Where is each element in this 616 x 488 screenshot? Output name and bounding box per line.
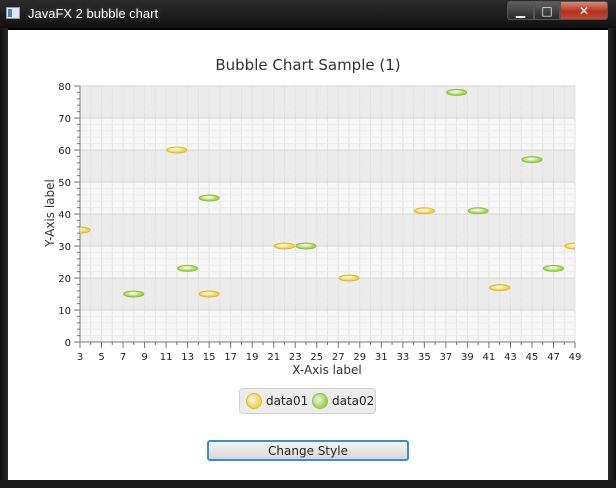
bubble-data01 — [338, 274, 360, 282]
x-tick-label: 39 — [461, 352, 474, 363]
bubble-data02 — [295, 242, 317, 250]
bubble-data01 — [489, 284, 511, 292]
legend-item-data01: data01 — [246, 393, 308, 409]
x-tick-label: 11 — [160, 352, 173, 363]
x-tick-label: 33 — [396, 352, 409, 363]
bubble-data01 — [564, 242, 575, 250]
window-frame-left — [0, 28, 8, 488]
bubble-data01 — [80, 226, 91, 234]
x-tick-label: 45 — [526, 352, 539, 363]
window-content: Bubble Chart Sample (1) 0 10 20 30 40 50 60 70 8… — [8, 30, 608, 480]
y-tick-label: 80 — [58, 82, 71, 93]
y-tick-label: 30 — [58, 242, 71, 253]
x-axis-label: X-Axis label — [292, 363, 361, 377]
x-tick-label: 3 — [77, 352, 83, 363]
x-tick-label: 17 — [224, 352, 237, 363]
close-button[interactable]: ✕ — [560, 1, 608, 20]
x-tick-label: 7 — [120, 352, 126, 363]
bubble-data02 — [177, 264, 199, 272]
legend-label: data01 — [266, 394, 309, 408]
x-tick-label: 5 — [98, 352, 104, 363]
bubble-data01 — [198, 290, 220, 298]
x-tick-label: 47 — [547, 352, 560, 363]
x-tick-label: 13 — [181, 352, 194, 363]
bubble-data02 — [467, 207, 489, 215]
legend-symbol-data02 — [312, 393, 328, 409]
x-tick-label: 9 — [141, 352, 147, 363]
minimize-button[interactable]: ▁ — [507, 1, 534, 20]
x-tick-label: 29 — [353, 352, 366, 363]
legend-symbol-data01 — [246, 393, 262, 409]
x-tick-label: 21 — [267, 352, 280, 363]
bubble-chart: Bubble Chart Sample (1) 0 10 20 30 40 50 60 70 8… — [43, 56, 581, 377]
title-bar[interactable]: JavaFX 2 bubble chart ▁ □ ✕ — [0, 0, 616, 28]
x-tick-label: 43 — [504, 352, 517, 363]
chart-title: Bubble Chart Sample (1) — [215, 56, 400, 74]
java-app-icon — [6, 7, 20, 19]
x-tick-label: 27 — [332, 352, 345, 363]
x-tick-label: 49 — [569, 352, 582, 363]
bubble-data01 — [273, 242, 295, 250]
x-tick-label: 37 — [440, 352, 453, 363]
y-tick-label: 0 — [65, 338, 71, 349]
bubble-data02 — [198, 194, 220, 202]
window-frame-bottom — [0, 480, 616, 488]
bubble-data01 — [413, 207, 435, 215]
bubble-data02 — [521, 156, 543, 164]
y-tick-label: 50 — [58, 178, 71, 189]
change-style-button[interactable]: Change Style — [207, 440, 409, 461]
x-tick-label: 15 — [203, 352, 216, 363]
bubble-data02 — [123, 290, 145, 298]
legend-item-data02: data02 — [312, 393, 374, 409]
x-tick-label: 25 — [310, 352, 323, 363]
x-tick-label: 19 — [246, 352, 259, 363]
x-tick-label: 31 — [375, 352, 388, 363]
y-tick-label: 10 — [58, 306, 71, 317]
y-tick-label: 20 — [58, 274, 71, 285]
bubble-data01 — [166, 146, 188, 154]
x-tick-label: 35 — [418, 352, 431, 363]
maximize-button[interactable]: □ — [534, 1, 560, 20]
legend-label: data02 — [332, 394, 375, 408]
x-tick-label: 23 — [289, 352, 302, 363]
chart-bubbles — [80, 88, 575, 298]
y-axis-label: Y-Axis label — [43, 179, 57, 248]
y-tick-label: 40 — [58, 210, 71, 221]
window-title: JavaFX 2 bubble chart — [28, 6, 159, 21]
window-frame-right — [608, 28, 616, 488]
bubble-data02 — [446, 88, 468, 96]
y-tick-label: 60 — [58, 146, 71, 157]
chart-legend: data01 data02 — [239, 388, 376, 414]
bubble-data02 — [542, 264, 564, 272]
chart-grid — [79, 85, 576, 343]
x-tick-label: 41 — [483, 352, 496, 363]
y-tick-label: 70 — [58, 114, 71, 125]
